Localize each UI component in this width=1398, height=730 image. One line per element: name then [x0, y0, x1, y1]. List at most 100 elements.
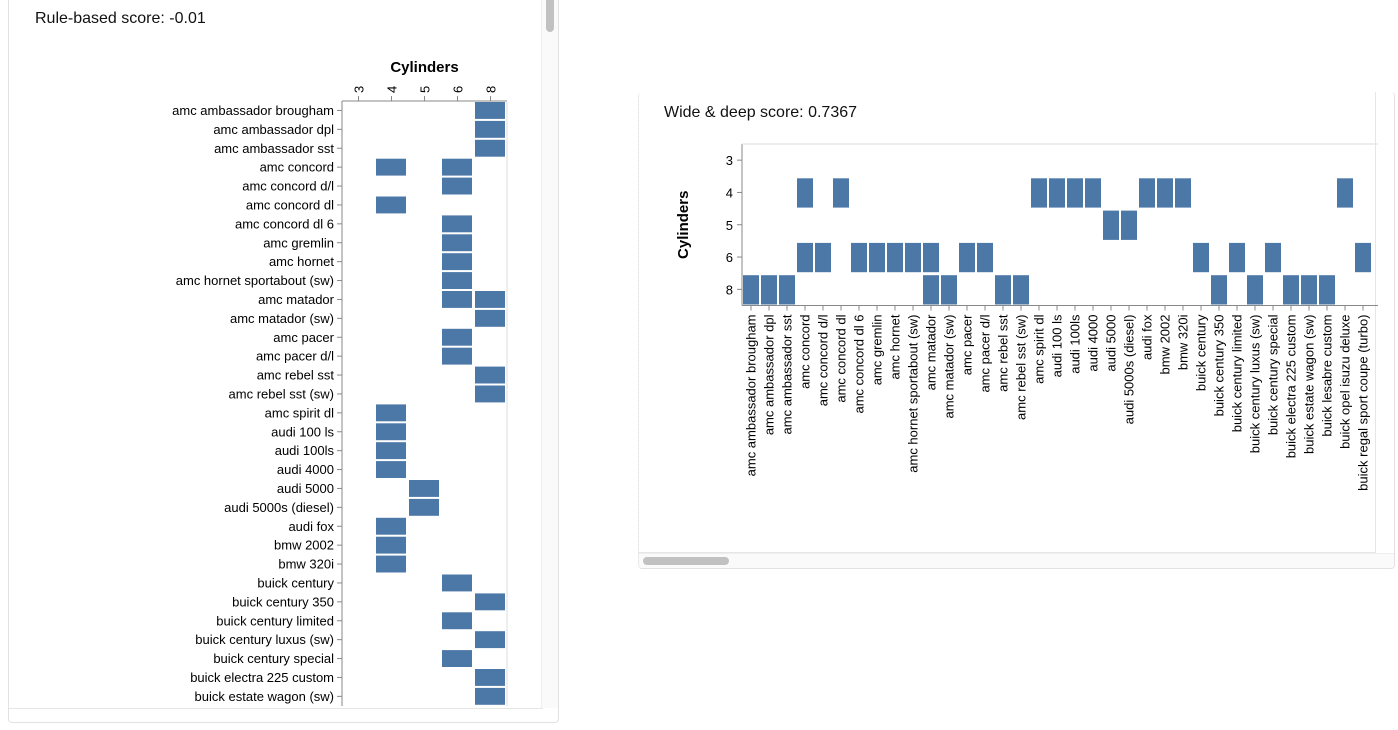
left-y-tick-label-buick-century-special: buick century special: [213, 651, 334, 666]
left-cell-amc-ambassador-sst-8: [475, 139, 505, 157]
left-cell-amc-hornet-sportabout-sw-6: [442, 272, 472, 289]
right-cell-audi-100-ls-4: [1049, 178, 1065, 208]
right-chart-panel: [638, 92, 1395, 569]
right-cell-amc-concord-d-l-6: [815, 242, 831, 273]
left-cell-amc-matador-6: [442, 291, 472, 308]
right-cell-buick-opel-isuzu-deluxe-4: [1337, 178, 1353, 208]
left-cell-amc-concord-dl-4: [376, 196, 406, 214]
left-y-tick-label-amc-concord-d-l: amc concord d/l: [242, 179, 334, 194]
left-cell-buick-century-6: [442, 574, 472, 592]
right-x-tick-label-amc-ambassador-brougham: amc ambassador brougham: [744, 315, 759, 477]
right-scrollbar-thumb[interactable]: [643, 557, 729, 565]
left-y-tick-label-amc-pacer: amc pacer: [273, 330, 334, 345]
left-cell-amc-concord-6: [442, 158, 472, 176]
right-x-tick-label-audi-5000s-diesel: audi 5000s (diesel): [1122, 315, 1137, 425]
right-cell-amc-rebel-sst-sw-8: [1013, 275, 1029, 305]
right-x-tick-label-audi-5000: audi 5000: [1104, 315, 1119, 372]
right-x-tick-label-amc-matador: amc matador: [924, 314, 939, 391]
right-y-tick-label-6: 6: [726, 250, 733, 265]
right-x-tick-label-audi-4000: audi 4000: [1086, 315, 1101, 372]
right-cell-amc-hornet-sportabout-sw-6: [905, 242, 921, 273]
right-x-tick-label-amc-spirit-dl: amc spirit dl: [1032, 314, 1047, 383]
right-x-tick-label-buick-century-limited: buick century limited: [1230, 315, 1245, 433]
left-cell-amc-ambassador-dpl-8: [475, 120, 505, 138]
left-y-tick-label-amc-gremlin: amc gremlin: [263, 235, 334, 250]
left-cell-amc-rebel-sst-sw-8: [475, 385, 505, 403]
left-y-tick-label-amc-concord-dl: amc concord dl: [246, 197, 334, 212]
right-x-tick-label-buick-century-special: buick century special: [1266, 314, 1281, 435]
right-cell-bmw-320i-4: [1175, 178, 1191, 208]
left-cell-bmw-320i-4: [376, 555, 406, 573]
left-cell-buick-century-350-8: [475, 593, 505, 611]
left-x-tick-label-4: 4: [385, 86, 400, 93]
right-cell-amc-pacer-6: [959, 242, 975, 273]
left-y-tick-label-amc-ambassador-brougham: amc ambassador brougham: [172, 103, 334, 118]
left-cell-audi-100ls-4: [376, 442, 406, 460]
right-x-tick-label-amc-rebel-sst-sw: amc rebel sst (sw): [1014, 315, 1029, 420]
right-cell-bmw-2002-4: [1157, 178, 1173, 208]
left-cell-buick-estate-wagon-sw-8: [475, 687, 505, 705]
right-x-tick-label-amc-concord-dl-6: amc concord dl 6: [852, 315, 867, 414]
right-cell-amc-rebel-sst-8: [995, 275, 1011, 305]
right-x-tick-label-buick-century-350: buick century 350: [1212, 315, 1227, 417]
left-cell-amc-matador-8: [475, 291, 505, 308]
right-x-tick-label-buick-estate-wagon-sw: buick estate wagon (sw): [1302, 315, 1317, 454]
right-cell-buick-century-6: [1193, 242, 1209, 273]
left-y-tick-label-amc-spirit-dl: amc spirit dl: [265, 405, 334, 420]
right-y-axis-title: Cylinders: [675, 191, 692, 259]
left-cell-amc-pacer-d-l-6: [442, 347, 472, 365]
left-cell-buick-century-limited-6: [442, 612, 472, 630]
left-y-tick-label-amc-matador-sw: amc matador (sw): [230, 311, 334, 326]
left-y-tick-label-amc-pacer-d-l: amc pacer d/l: [256, 349, 334, 364]
left-cell-amc-concord-d-l-6: [442, 177, 472, 195]
right-x-tick-label-bmw-2002: bmw 2002: [1158, 315, 1173, 375]
left-y-tick-label-bmw-320i: bmw 320i: [278, 557, 334, 572]
left-y-tick-label-audi-100-ls: audi 100 ls: [271, 424, 334, 439]
left-y-tick-label-amc-hornet-sportabout-sw: amc hornet sportabout (sw): [176, 273, 334, 288]
right-cell-amc-hornet-6: [887, 242, 903, 273]
right-scrollbar[interactable]: [639, 553, 1394, 568]
left-scrollbar-thumb[interactable]: [546, 0, 554, 32]
left-cell-buick-century-luxus-sw-8: [475, 631, 505, 649]
right-cell-buick-estate-wagon-sw-8: [1301, 275, 1317, 305]
left-y-tick-label-amc-rebel-sst-sw: amc rebel sst (sw): [229, 386, 334, 401]
right-cell-buick-century-special-6: [1265, 242, 1281, 273]
left-cell-amc-matador-sw-8: [475, 309, 505, 327]
left-x-axis-title: Cylinders: [390, 59, 458, 76]
right-x-tick-label-amc-gremlin: amc gremlin: [870, 315, 885, 386]
right-x-tick-label-bmw-320i: bmw 320i: [1176, 314, 1191, 370]
left-y-tick-label-bmw-2002: bmw 2002: [274, 538, 334, 553]
right-x-tick-label-amc-ambassador-dpl: amc ambassador dpl: [762, 314, 777, 435]
right-x-tick-label-audi-100-ls: audi 100 ls: [1050, 314, 1065, 377]
left-y-tick-label-buick-electra-225-custom: buick electra 225 custom: [190, 670, 334, 685]
right-cell-audi-100ls-4: [1067, 178, 1083, 208]
left-cell-amc-concord-dl-6-6: [442, 215, 472, 233]
right-x-tick-label-amc-hornet: amc hornet: [888, 314, 903, 379]
right-cell-buick-electra-225-custom-8: [1283, 275, 1299, 305]
right-y-tick-label-8: 8: [726, 282, 733, 297]
left-cell-bmw-2002-4: [376, 536, 406, 554]
left-x-tick-label-6: 6: [451, 86, 466, 93]
left-y-tick-label-amc-rebel-sst: amc rebel sst: [257, 368, 335, 383]
left-y-tick-label-amc-matador: amc matador: [258, 292, 335, 307]
right-x-tick-label-amc-hornet-sportabout-sw: amc hornet sportabout (sw): [906, 315, 921, 473]
left-cell-audi-100-ls-4: [376, 423, 406, 441]
left-y-tick-label-buick-century-luxus-sw: buick century luxus (sw): [195, 632, 334, 647]
left-cell-audi-5000s-diesel-5: [409, 498, 439, 516]
left-y-tick-label-amc-concord-dl-6: amc concord dl 6: [235, 216, 334, 231]
left-y-tick-label-audi-100ls: audi 100ls: [275, 443, 335, 458]
right-cell-amc-gremlin-6: [869, 242, 885, 273]
right-x-tick-label-amc-concord-d-l: amc concord d/l: [816, 314, 831, 406]
left-cell-amc-hornet-6: [442, 253, 472, 271]
right-x-tick-label-buick-regal-sport-coupe-turbo: buick regal sport coupe (turbo): [1356, 315, 1371, 491]
right-y-tick-label-4: 4: [726, 185, 733, 200]
right-cell-amc-concord-dl-6-6: [851, 242, 867, 273]
left-y-tick-label-amc-hornet: amc hornet: [269, 254, 334, 269]
left-cell-amc-pacer-6: [442, 328, 472, 346]
left-y-tick-label-audi-4000: audi 4000: [277, 462, 334, 477]
right-chart-frame: [639, 92, 1376, 553]
left-scrollbar[interactable]: [541, 0, 558, 708]
left-x-tick-label-8: 8: [484, 86, 499, 93]
